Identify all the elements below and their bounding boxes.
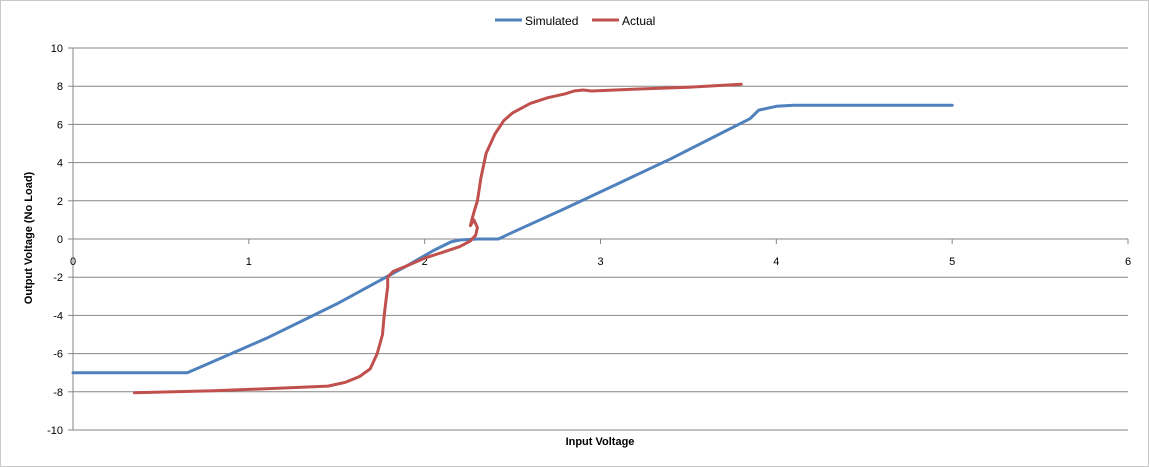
x-tick-label: 1 <box>246 256 252 268</box>
series-line-actual <box>133 82 743 395</box>
x-axis-title: Input Voltage <box>566 436 635 448</box>
y-tick-label: 10 <box>51 43 63 55</box>
series-line-simulated <box>71 103 954 375</box>
y-tick-label: 0 <box>57 234 63 246</box>
y-tick-label: 4 <box>57 158 63 170</box>
y-tick-label: -8 <box>53 387 63 399</box>
x-tick-label: 5 <box>949 256 955 268</box>
legend-label-actual: Actual <box>622 14 655 28</box>
x-tick-label: 4 <box>773 256 779 268</box>
legend-label-simulated: Simulated <box>525 14 578 28</box>
y-tick-label: 8 <box>57 81 63 93</box>
y-tick-label: -2 <box>53 272 63 284</box>
y-tick-label: -10 <box>47 425 63 437</box>
axes: -10 -8 -6 -4 -2 0 2 4 6 8 10 0 1 2 3 4 5 6 <box>47 43 1131 437</box>
y-tick-label: 6 <box>57 119 63 131</box>
y-tick-label: -6 <box>53 349 63 361</box>
x-tick-label: 3 <box>597 256 603 268</box>
legend: Simulated Actual <box>495 14 655 28</box>
y-tick-label: 2 <box>57 196 63 208</box>
x-tick-label: 2 <box>422 256 428 268</box>
x-tick-label: 0 <box>70 256 76 268</box>
y-axis-title: Output Voltage (No Load) <box>23 171 35 304</box>
series-layer <box>71 82 954 395</box>
y-tick-label: -4 <box>53 310 63 322</box>
x-tick-label: 6 <box>1125 256 1131 268</box>
